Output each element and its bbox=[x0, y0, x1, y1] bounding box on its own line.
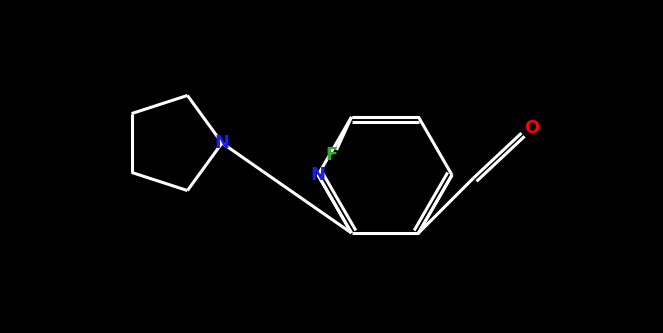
Text: O: O bbox=[524, 119, 539, 137]
Text: N: N bbox=[310, 166, 326, 184]
Text: N: N bbox=[215, 134, 229, 152]
Text: F: F bbox=[326, 146, 337, 164]
